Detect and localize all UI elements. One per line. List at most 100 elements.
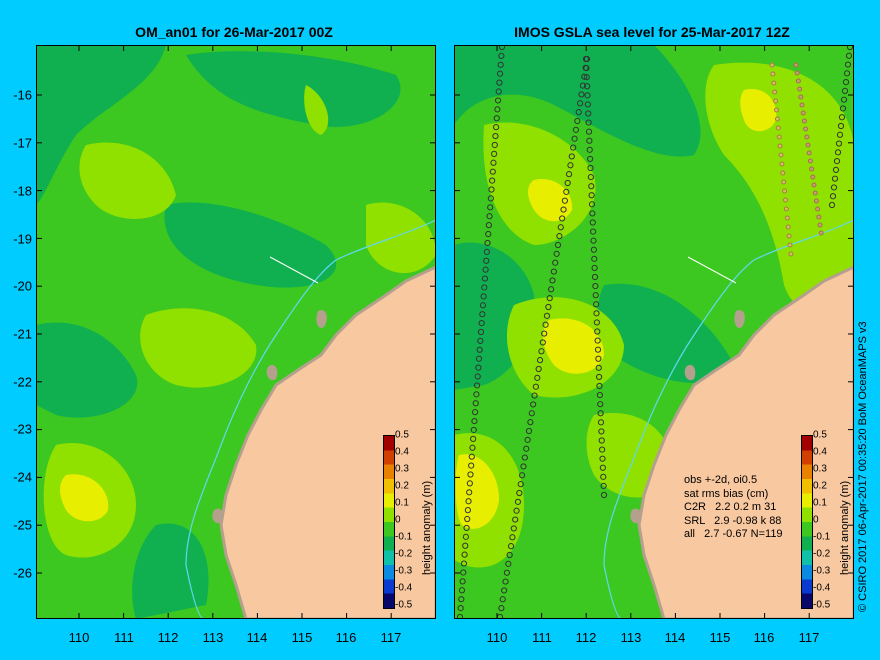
y-tick-label: -24 [13, 469, 32, 485]
observation-marker [563, 188, 570, 195]
stats-line: sat rms bias (cm) [684, 487, 769, 500]
anomaly-low-region [36, 322, 138, 418]
observation-marker [556, 233, 563, 240]
observation-marker [787, 242, 793, 248]
observation-marker [463, 524, 470, 532]
x-tick-label: 113 [620, 630, 642, 645]
observation-marker [462, 542, 469, 549]
observation-marker [528, 410, 535, 417]
observation-marker [600, 491, 608, 499]
observation-marker [579, 82, 586, 89]
observation-marker [538, 348, 545, 355]
observation-marker [813, 198, 819, 204]
observation-marker [492, 132, 499, 140]
observation-marker [599, 464, 606, 471]
observation-marker [782, 188, 788, 194]
observation-marker [481, 284, 488, 291]
observation-marker [506, 551, 513, 559]
y-tick-label: -25 [13, 517, 32, 533]
left-colorbar [383, 435, 395, 609]
observation-marker [507, 543, 515, 550]
left-map-canvas [36, 45, 436, 619]
observation-marker [498, 45, 506, 51]
colorbar-tick-label: 0.5 [813, 429, 827, 441]
colorbar-tick-label: 0.4 [395, 446, 409, 458]
observation-marker [547, 286, 555, 293]
observation-marker [596, 373, 603, 381]
stats-line: all 2.7 -0.67 N=119 [684, 528, 783, 540]
observation-marker [584, 92, 591, 99]
colorbar-title: height anomaly (m) [421, 480, 433, 575]
colorbar-tick-label: -0.2 [395, 548, 413, 560]
left-map-panel [36, 45, 436, 619]
observation-marker [778, 152, 784, 158]
y-tick-label: -17 [13, 135, 32, 151]
observation-marker [561, 197, 569, 204]
observation-marker [829, 193, 837, 200]
anomaly-low-region [186, 51, 401, 127]
credit-text: © CSIRO 2017 06-Apr-2017 00:35:20 BoM Oc… [857, 321, 869, 612]
observation-marker [597, 401, 604, 408]
observation-marker [585, 119, 592, 126]
x-tick-label: 110 [486, 630, 508, 645]
observation-marker [514, 498, 522, 505]
observation-marker [575, 109, 582, 116]
observation-marker [489, 177, 496, 184]
observation-marker [597, 419, 605, 426]
colorbar-tick-label: -0.4 [395, 582, 413, 594]
observation-marker [588, 201, 596, 208]
observation-marker [595, 355, 602, 362]
observation-marker [499, 596, 506, 603]
observation-marker [527, 419, 534, 426]
observation-marker [794, 70, 800, 76]
observation-marker [467, 471, 474, 478]
colorbar-tick-label: 0.2 [813, 480, 827, 492]
land-australia [219, 265, 436, 619]
observation-marker [553, 250, 560, 257]
observation-marker [780, 170, 786, 176]
colorbar-title: height anomaly (m) [839, 480, 851, 575]
stats-line: obs +-2d, oi0.5 [684, 474, 758, 486]
observation-marker [800, 110, 806, 116]
observation-marker [772, 89, 778, 95]
observation-marker [596, 391, 603, 399]
observation-marker [490, 159, 497, 166]
x-tick-label: 110 [68, 630, 90, 645]
y-tick-label: -26 [13, 565, 32, 581]
colorbar-tick-label: -0.2 [813, 548, 831, 560]
observation-marker [836, 131, 844, 138]
anomaly-high-region [366, 202, 436, 274]
observation-marker [559, 215, 566, 222]
x-tick-label: 113 [202, 630, 224, 645]
observation-marker [505, 560, 512, 567]
observation-marker [473, 382, 481, 389]
observation-marker [833, 158, 841, 165]
observation-marker [590, 237, 597, 244]
anomaly-low-region [36, 45, 166, 205]
observation-marker [799, 102, 805, 108]
observation-marker [594, 337, 601, 344]
section-line [269, 256, 319, 284]
observation-marker [816, 214, 822, 220]
observation-marker [832, 166, 840, 173]
observation-marker [830, 184, 838, 191]
observation-marker [496, 70, 504, 77]
observation-marker [477, 337, 484, 345]
observation-marker [459, 578, 466, 585]
observation-marker [595, 364, 602, 371]
observation-marker [457, 604, 464, 612]
colorbar-tick-label: 0.5 [395, 429, 409, 441]
observation-marker [797, 86, 803, 92]
observation-marker [470, 426, 477, 434]
colorbar-tick-label: 0.1 [813, 497, 827, 509]
observation-marker [596, 382, 603, 390]
colorbar-tick-label: -0.4 [813, 582, 831, 594]
observation-marker [477, 328, 485, 336]
observation-marker [542, 321, 549, 328]
observation-marker [491, 141, 498, 149]
observation-marker [837, 122, 845, 130]
observation-marker [486, 213, 493, 220]
observation-marker [539, 339, 546, 346]
panel-border [454, 45, 854, 619]
observation-marker [834, 149, 842, 156]
